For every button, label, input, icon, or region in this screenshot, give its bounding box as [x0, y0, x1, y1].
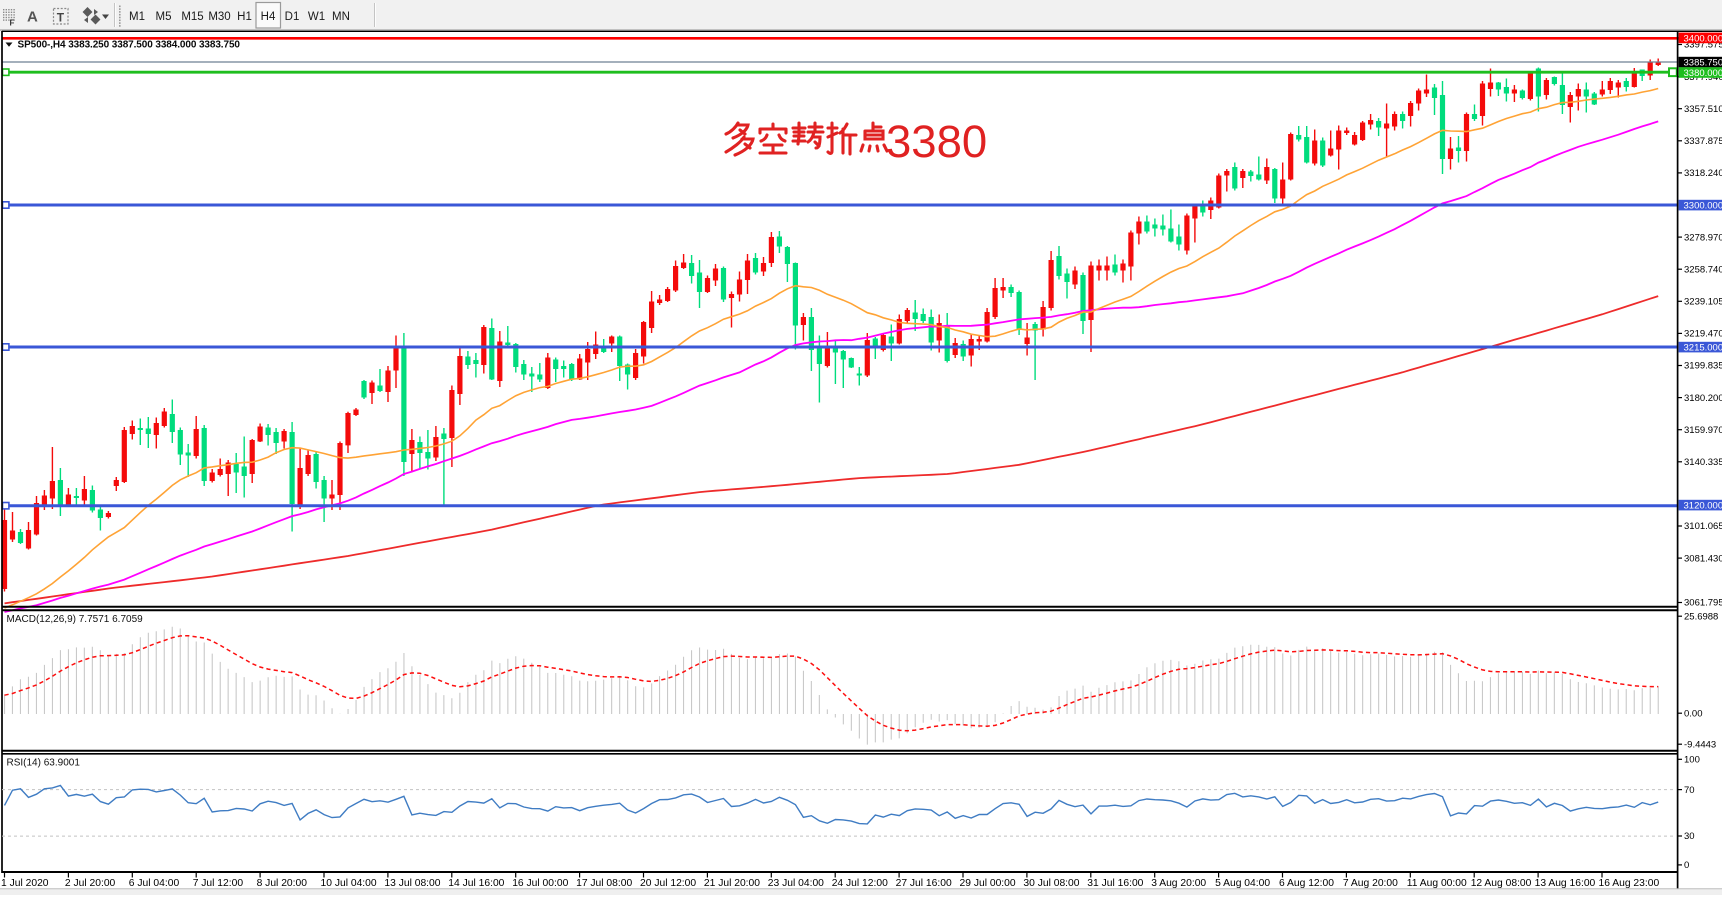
- svg-text:3357.510: 3357.510: [1684, 104, 1722, 115]
- svg-text:3318.240: 3318.240: [1684, 168, 1722, 179]
- svg-text:6 Jul 04:00: 6 Jul 04:00: [129, 878, 180, 889]
- svg-text:-9.4443: -9.4443: [1684, 739, 1716, 750]
- svg-text:3120.000: 3120.000: [1684, 501, 1722, 512]
- svg-text:3380.000: 3380.000: [1684, 68, 1722, 79]
- svg-text:3300.000: 3300.000: [1684, 201, 1722, 212]
- svg-text:3180.200: 3180.200: [1684, 393, 1722, 404]
- svg-text:3278.970: 3278.970: [1684, 232, 1722, 243]
- svg-text:M30: M30: [208, 11, 230, 23]
- svg-text:16 Aug 23:00: 16 Aug 23:00: [1599, 878, 1660, 889]
- svg-text:8 Jul 20:00: 8 Jul 20:00: [257, 878, 308, 889]
- svg-text:12 Aug 08:00: 12 Aug 08:00: [1471, 878, 1532, 889]
- svg-text:10 Jul 04:00: 10 Jul 04:00: [321, 878, 377, 889]
- svg-text:3215.000: 3215.000: [1684, 343, 1722, 354]
- svg-text:3239.105: 3239.105: [1684, 297, 1722, 308]
- svg-text:H1: H1: [237, 11, 252, 23]
- svg-text:100: 100: [1684, 755, 1700, 766]
- svg-text:3385.750: 3385.750: [1684, 58, 1722, 69]
- svg-text:27 Jul 16:00: 27 Jul 16:00: [896, 878, 952, 889]
- svg-text:31 Jul 16:00: 31 Jul 16:00: [1087, 878, 1143, 889]
- svg-text:21 Jul 20:00: 21 Jul 20:00: [704, 878, 760, 889]
- svg-text:M1: M1: [129, 11, 145, 23]
- svg-text:2 Jul 20:00: 2 Jul 20:00: [65, 878, 116, 889]
- svg-text:A: A: [27, 9, 38, 26]
- svg-text:23 Jul 04:00: 23 Jul 04:00: [768, 878, 824, 889]
- svg-text:MACD(12,26,9) 7.7571 6.7059: MACD(12,26,9) 7.7571 6.7059: [7, 614, 144, 625]
- svg-text:0: 0: [1684, 860, 1689, 871]
- svg-text:3199.835: 3199.835: [1684, 361, 1722, 372]
- svg-text:3380: 3380: [886, 116, 987, 167]
- svg-text:MN: MN: [332, 11, 350, 23]
- svg-text:11 Aug 00:00: 11 Aug 00:00: [1407, 878, 1467, 889]
- svg-text:3 Aug 20:00: 3 Aug 20:00: [1151, 878, 1206, 889]
- svg-text:3258.740: 3258.740: [1684, 264, 1722, 275]
- svg-text:16 Jul 00:00: 16 Jul 00:00: [512, 878, 568, 889]
- svg-text:3337.875: 3337.875: [1684, 136, 1722, 147]
- svg-text:24 Jul 12:00: 24 Jul 12:00: [832, 878, 888, 889]
- svg-text:M15: M15: [181, 11, 203, 23]
- svg-text:M5: M5: [156, 11, 172, 23]
- svg-text:13 Jul 08:00: 13 Jul 08:00: [384, 878, 440, 889]
- svg-text:13 Aug 16:00: 13 Aug 16:00: [1535, 878, 1596, 889]
- svg-text:6 Aug 12:00: 6 Aug 12:00: [1279, 878, 1334, 889]
- svg-text:0.00: 0.00: [1684, 708, 1703, 719]
- svg-text:5 Aug 04:00: 5 Aug 04:00: [1215, 878, 1270, 889]
- svg-text:7 Aug 20:00: 7 Aug 20:00: [1343, 878, 1398, 889]
- svg-text:17 Jul 08:00: 17 Jul 08:00: [576, 878, 632, 889]
- svg-text:25.6988: 25.6988: [1684, 611, 1718, 622]
- svg-text:30 Jul 08:00: 30 Jul 08:00: [1023, 878, 1079, 889]
- svg-text:3140.335: 3140.335: [1684, 457, 1722, 468]
- svg-text:7 Jul 12:00: 7 Jul 12:00: [193, 878, 244, 889]
- svg-text:3159.970: 3159.970: [1684, 425, 1722, 436]
- svg-text:D1: D1: [285, 11, 300, 23]
- svg-text:70: 70: [1684, 785, 1695, 796]
- svg-text:F: F: [10, 19, 15, 28]
- svg-text:29 Jul 00:00: 29 Jul 00:00: [960, 878, 1016, 889]
- svg-text:W1: W1: [308, 11, 325, 23]
- svg-text:SP500-,H4 3383.250 3387.500 3: SP500-,H4 3383.250 3387.500 3384.000 338…: [18, 40, 241, 51]
- svg-text:1 Jul 2020: 1 Jul 2020: [1, 878, 49, 889]
- svg-text:30: 30: [1684, 831, 1695, 842]
- svg-text:3101.065: 3101.065: [1684, 521, 1722, 532]
- svg-text:3400.000: 3400.000: [1684, 33, 1722, 44]
- svg-text:3219.470: 3219.470: [1684, 329, 1722, 340]
- svg-text:T: T: [57, 11, 65, 25]
- svg-text:3081.430: 3081.430: [1684, 553, 1722, 564]
- svg-text:RSI(14) 63.9001: RSI(14) 63.9001: [7, 758, 81, 769]
- svg-text:H4: H4: [261, 11, 276, 23]
- svg-text:20 Jul 12:00: 20 Jul 12:00: [640, 878, 696, 889]
- svg-text:14 Jul 16:00: 14 Jul 16:00: [448, 878, 504, 889]
- svg-text:3061.795: 3061.795: [1684, 598, 1722, 609]
